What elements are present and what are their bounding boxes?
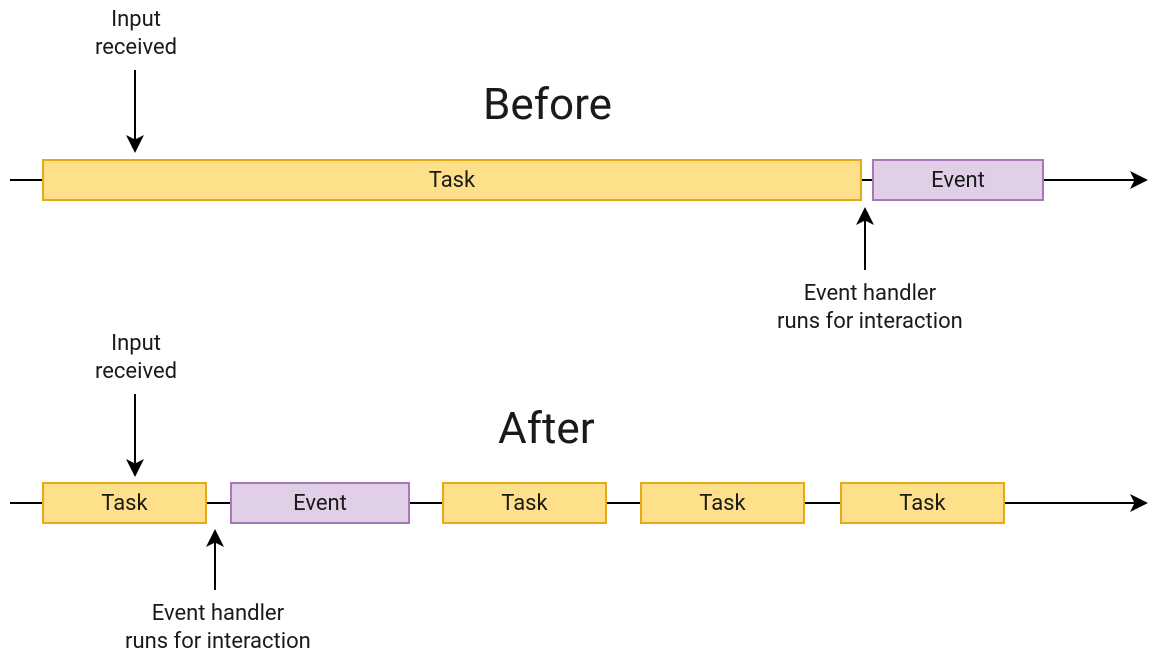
task-timeline-diagram: Before Input received Event handler runs… <box>0 0 1155 647</box>
block-label: Task <box>699 491 745 516</box>
after-block-task-2: Task <box>442 482 607 524</box>
before-block-task: Task <box>42 159 862 201</box>
block-label: Task <box>429 168 475 193</box>
block-label: Task <box>501 491 547 516</box>
before-title: Before <box>483 78 612 130</box>
block-label: Task <box>101 491 147 516</box>
before-block-event: Event <box>872 159 1044 201</box>
block-label: Event <box>931 168 985 193</box>
block-label: Task <box>899 491 945 516</box>
after-block-task-1: Task <box>42 482 207 524</box>
after-block-event: Event <box>230 482 410 524</box>
block-label: Event <box>293 491 347 516</box>
after-block-task-4: Task <box>840 482 1005 524</box>
after-block-task-3: Task <box>640 482 805 524</box>
before-handler-label: Event handler runs for interaction <box>777 280 963 335</box>
after-input-label: Input received <box>95 330 177 385</box>
before-input-label: Input received <box>95 6 177 61</box>
after-title: After <box>498 402 595 454</box>
